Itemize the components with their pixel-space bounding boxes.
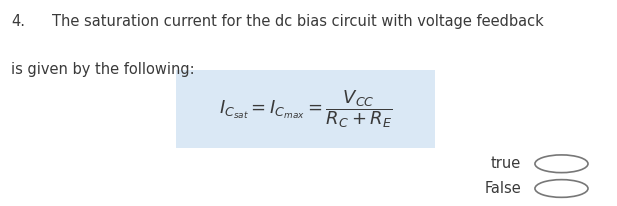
Circle shape bbox=[535, 155, 588, 173]
Text: is given by the following:: is given by the following: bbox=[11, 62, 195, 77]
Text: False: False bbox=[484, 181, 521, 196]
Text: $I_{C_{sat}} = I_{C_{max}} = \dfrac{V_{CC}}{R_C + R_E}$: $I_{C_{sat}} = I_{C_{max}} = \dfrac{V_{C… bbox=[218, 88, 392, 130]
Circle shape bbox=[535, 180, 588, 197]
Text: 4.: 4. bbox=[11, 14, 25, 29]
Text: true: true bbox=[491, 156, 521, 171]
Text: The saturation current for the dc bias circuit with voltage feedback: The saturation current for the dc bias c… bbox=[52, 14, 544, 29]
FancyBboxPatch shape bbox=[176, 70, 435, 148]
